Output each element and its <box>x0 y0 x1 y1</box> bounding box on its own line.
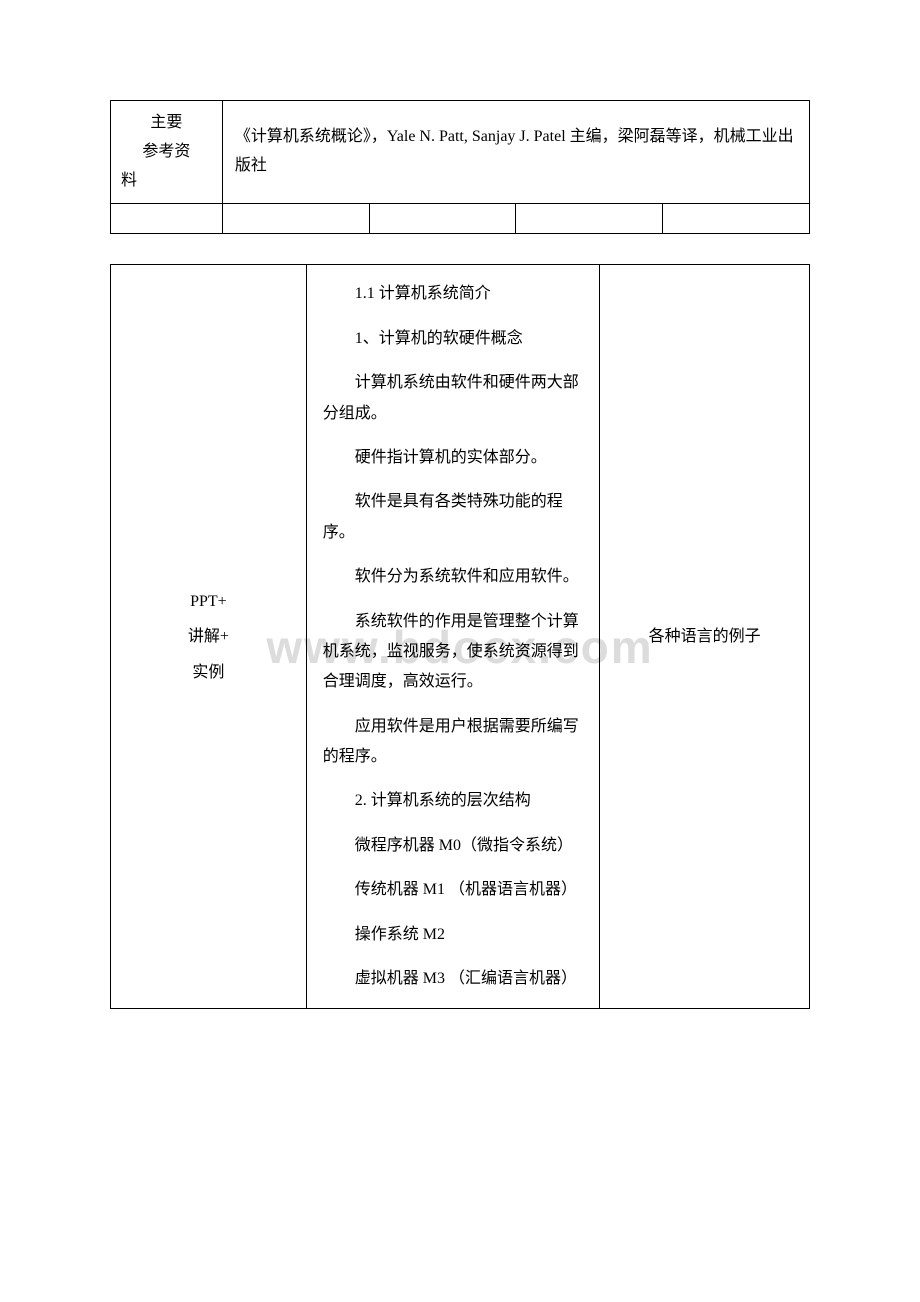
reference-table: 主要 参考资 料 《计算机系统概论》，Yale N. Patt, Sanjay … <box>110 100 810 234</box>
paragraph: 微程序机器 M0（微指令系统） <box>323 831 584 861</box>
paragraph: 系统软件的作用是管理整个计算机系统，监视服务，使系统资源得到合理调度，高效运行。 <box>323 607 584 698</box>
example-text: 各种语言的例子 <box>649 628 761 645</box>
paragraph: 应用软件是用户根据需要所编写的程序。 <box>323 712 584 773</box>
paragraph: 软件分为系统软件和应用软件。 <box>323 562 584 592</box>
paragraph: 传统机器 M1 （机器语言机器） <box>323 875 584 905</box>
table-row: 主要 参考资 料 《计算机系统概论》，Yale N. Patt, Sanjay … <box>111 101 810 204</box>
method-line: 讲解+ <box>117 619 300 654</box>
paragraph: 计算机系统由软件和硬件两大部分组成。 <box>323 368 584 429</box>
paragraph: 1.1 计算机系统简介 <box>323 279 584 309</box>
paragraph: 虚拟机器 M3 （汇编语言机器） <box>323 964 584 994</box>
page-content: 主要 参考资 料 《计算机系统概论》，Yale N. Patt, Sanjay … <box>110 100 810 1009</box>
empty-cell <box>222 204 369 234</box>
paragraph: 1、计算机的软硬件概念 <box>323 324 584 354</box>
method-line: PPT+ <box>117 584 300 619</box>
method-cell: PPT+ 讲解+ 实例 <box>111 265 307 1009</box>
paragraph: 操作系统 M2 <box>323 920 584 950</box>
table-row <box>111 204 810 234</box>
method-line: 实例 <box>117 655 300 690</box>
example-cell: 各种语言的例子 <box>600 265 810 1009</box>
table-row: PPT+ 讲解+ 实例 1.1 计算机系统简介 1、计算机的软硬件概念 计算机系… <box>111 265 810 1009</box>
empty-cell <box>516 204 663 234</box>
label-line: 参考资 <box>117 138 216 167</box>
paragraph: 2. 计算机系统的层次结构 <box>323 786 584 816</box>
reference-text: 《计算机系统概论》，Yale N. Patt, Sanjay J. Patel … <box>235 128 794 174</box>
label-line: 料 <box>117 167 216 196</box>
content-table: PPT+ 讲解+ 实例 1.1 计算机系统简介 1、计算机的软硬件概念 计算机系… <box>110 264 810 1009</box>
paragraph: 软件是具有各类特殊功能的程序。 <box>323 487 584 548</box>
empty-cell <box>111 204 223 234</box>
paragraph: 硬件指计算机的实体部分。 <box>323 443 584 473</box>
reference-label-cell: 主要 参考资 料 <box>111 101 223 204</box>
empty-cell <box>663 204 810 234</box>
empty-cell <box>369 204 516 234</box>
lecture-content-cell: 1.1 计算机系统简介 1、计算机的软硬件概念 计算机系统由软件和硬件两大部分组… <box>306 265 600 1009</box>
label-line: 主要 <box>117 109 216 138</box>
reference-content-cell: 《计算机系统概论》，Yale N. Patt, Sanjay J. Patel … <box>222 101 809 204</box>
